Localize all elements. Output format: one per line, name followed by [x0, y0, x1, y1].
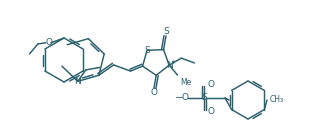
Text: O: O: [182, 93, 188, 102]
Text: Me: Me: [181, 78, 192, 87]
Text: O: O: [207, 107, 215, 116]
Text: O: O: [150, 88, 158, 97]
Text: +: +: [171, 59, 177, 65]
Text: CH₃: CH₃: [270, 95, 284, 105]
Text: −: −: [175, 93, 183, 103]
Text: N: N: [74, 77, 81, 86]
Text: S: S: [163, 27, 169, 36]
Text: S: S: [201, 93, 207, 102]
Text: O: O: [207, 80, 215, 89]
Text: S: S: [144, 46, 150, 55]
Text: O: O: [45, 38, 52, 47]
Text: N: N: [166, 61, 173, 70]
